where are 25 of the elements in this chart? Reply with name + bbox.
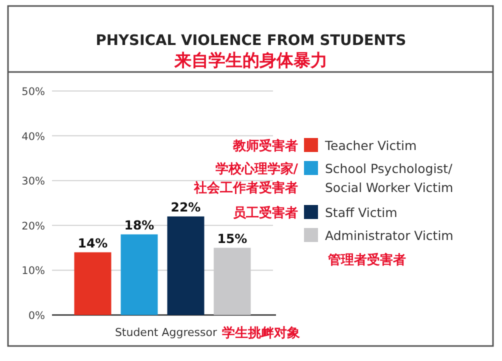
y-tick-label: 20% — [22, 220, 46, 232]
chart-subtitle: 来自学生的身体暴力 — [174, 51, 328, 71]
y-tick-label: 10% — [22, 265, 46, 278]
legend-label: School Psychologist/ Social Worker Victim — [325, 161, 454, 195]
x-tick-label: Student Aggressor — [114, 326, 218, 339]
legend-label: Administrator Victim — [325, 228, 454, 243]
y-tick-label: 30% — [22, 176, 46, 188]
annotation: 学校心理学家/社会工作者受害者 — [193, 161, 298, 196]
legend-label: Teacher Victim — [324, 138, 417, 153]
chart-title: PHYSICAL VIOLENCE FROM STUDENTS — [96, 33, 406, 49]
annotation: 员工受害者 — [233, 205, 298, 221]
data-label: 14% — [78, 235, 108, 250]
bar — [167, 216, 204, 315]
text: 学生挑衅对象 — [222, 326, 300, 341]
text: 管理者受害者 — [327, 252, 406, 268]
data-label: 18% — [124, 217, 155, 232]
data-label: 15% — [217, 230, 248, 246]
legend-label: Staff Victim — [325, 205, 398, 220]
data-label: 22% — [170, 199, 202, 214]
bar — [74, 252, 112, 315]
y-tick-label: 40% — [22, 130, 46, 143]
annotation: 教师受害者 — [232, 138, 298, 154]
bar — [120, 234, 158, 315]
y-tick-label: 50% — [22, 86, 46, 98]
y-tick-label: 0% — [28, 310, 46, 322]
